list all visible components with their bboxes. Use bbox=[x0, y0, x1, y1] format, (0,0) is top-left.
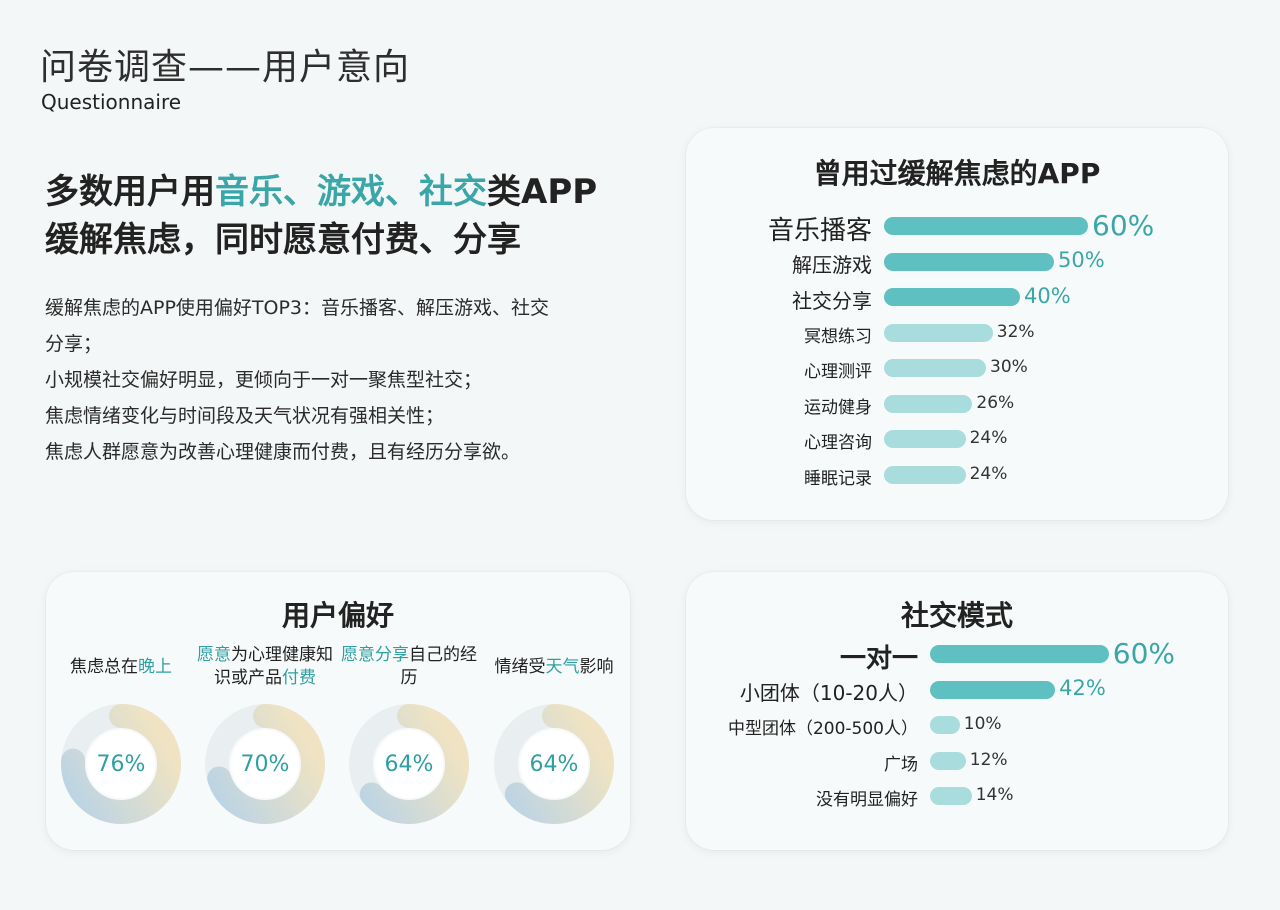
headline-text: 类APP bbox=[487, 172, 598, 212]
bar-value-label: 32% bbox=[996, 321, 1035, 342]
ring-center bbox=[375, 730, 443, 798]
bar-value-label: 26% bbox=[976, 392, 1015, 413]
bar-mark bbox=[884, 252, 1054, 271]
bar-mark bbox=[930, 645, 1109, 663]
preference-label-text: 情绪受 bbox=[494, 657, 546, 677]
summary-line: 缓解焦虑的APP使用偏好TOP3：音乐播客、解压游戏、社交 bbox=[45, 297, 550, 319]
bar-mark bbox=[930, 680, 1056, 699]
bar-category-label: 小团体（10-20人） bbox=[739, 681, 918, 706]
bar-category-label: 社交分享 bbox=[792, 288, 872, 313]
app-usage-card: 曾用过缓解焦虑的APP 音乐播客 60% 解压游戏 50% 社交分享 40% 冥想练习 32%… bbox=[686, 128, 1228, 520]
preference-label-highlight: 天气 bbox=[545, 657, 580, 677]
preference-ring: 64% bbox=[490, 700, 618, 828]
bar-value-label: 40% bbox=[1024, 283, 1071, 308]
bar-mark bbox=[884, 359, 986, 377]
bar-value-label: 24% bbox=[969, 428, 1008, 449]
headline-highlight: 音乐、游戏、社交 bbox=[215, 172, 487, 212]
preference-ring: 76% bbox=[57, 700, 185, 828]
bar-mark bbox=[930, 751, 966, 770]
headline-line-1: 多数用户用音乐、游戏、社交类APP bbox=[45, 168, 597, 216]
bar-category-label: 解压游戏 bbox=[792, 253, 872, 278]
summary-line: 焦虑人群愿意为改善心理健康而付费，且有经历分享欲。 bbox=[45, 441, 521, 463]
bar-mark bbox=[884, 288, 1020, 306]
bar-category-label: 运动健身 bbox=[804, 397, 872, 418]
bar-value-label: 50% bbox=[1058, 248, 1105, 273]
bar-category-label: 中型团体（200-500人） bbox=[727, 719, 918, 740]
summary-text: 缓解焦虑的APP使用偏好TOP3：音乐播客、解压游戏、社交 分享； 小规模社交偏… bbox=[45, 290, 645, 470]
ring-value-label: 76% bbox=[96, 751, 146, 777]
ring-value-arc bbox=[494, 704, 614, 824]
bar-category-label: 音乐播客 bbox=[767, 215, 872, 246]
preference-label: 情绪受天气影响 bbox=[479, 656, 629, 679]
ring-value-arc bbox=[349, 704, 469, 824]
social-mode-card: 社交模式 一对一 60% 小团体（10-20人） 42% 中型团体（200-500人） 1… bbox=[686, 572, 1228, 850]
bar-value-label: 42% bbox=[1059, 676, 1106, 701]
preference-ring-graphic bbox=[61, 704, 181, 824]
headline-line-2: 缓解焦虑，同时愿意付费、分享 bbox=[45, 220, 521, 260]
preference-ring-graphic bbox=[349, 704, 469, 824]
summary-line: 分享； bbox=[45, 333, 103, 355]
bar-value-label: 60% bbox=[1092, 208, 1155, 242]
bar-category-label: 一对一 bbox=[839, 643, 918, 674]
preference-label-text: 自己的经历 bbox=[400, 645, 478, 688]
page-subtitle: Questionnaire bbox=[41, 90, 182, 114]
preference-label-text: 为心理健康知识或产品 bbox=[214, 645, 333, 688]
headline: 多数用户用音乐、游戏、社交类APP 缓解焦虑，同时愿意付费、分享 bbox=[45, 168, 597, 264]
bar-mark bbox=[884, 430, 966, 448]
bar-value-label: 10% bbox=[963, 714, 1002, 735]
summary-line: 小规模社交偏好明显，更倾向于一对一聚焦型社交； bbox=[45, 369, 483, 391]
ring-value-arc bbox=[205, 704, 325, 824]
bar-mark bbox=[884, 394, 973, 413]
bar-mark bbox=[930, 787, 972, 805]
app-usage-title: 曾用过缓解焦虑的APP bbox=[813, 157, 1101, 190]
bar-category-label: 心理咨询 bbox=[804, 433, 872, 454]
preference-label-highlight: 付费 bbox=[282, 668, 316, 688]
preference-label-highlight: 愿意 bbox=[197, 645, 231, 665]
user-preference-title: 用户偏好 bbox=[281, 599, 394, 632]
social-mode-title: 社交模式 bbox=[900, 599, 1013, 632]
ring-value-label: 64% bbox=[384, 751, 434, 777]
bar-category-label: 广场 bbox=[884, 754, 918, 775]
preference-ring-graphic bbox=[494, 704, 614, 824]
ring-value-label: 70% bbox=[240, 751, 290, 777]
ring-center bbox=[87, 730, 155, 798]
bar-value-label: 14% bbox=[975, 785, 1014, 806]
preference-label-text: 焦虑总在 bbox=[70, 657, 138, 677]
preference-ring-graphic bbox=[205, 704, 325, 824]
bar-category-label: 没有明显偏好 bbox=[816, 790, 918, 811]
preference-label-highlight: 愿意分享 bbox=[341, 645, 409, 665]
preference-label-text: 影响 bbox=[579, 657, 614, 677]
bar-value-label: 12% bbox=[969, 749, 1008, 770]
preference-label-highlight: 晚上 bbox=[138, 657, 172, 677]
preference-ring: 64% bbox=[345, 700, 473, 828]
summary-line: 焦虑情绪变化与时间段及天气状况有强相关性； bbox=[45, 405, 445, 427]
preference-ring: 70% bbox=[201, 700, 329, 828]
bar-category-label: 冥想练习 bbox=[804, 326, 872, 347]
preference-label: 愿意分享自己的经历 bbox=[334, 644, 484, 690]
bar-value-label: 24% bbox=[969, 463, 1008, 484]
bar-mark bbox=[930, 716, 960, 734]
bar-category-label: 心理测评 bbox=[804, 362, 872, 383]
ring-value-arc bbox=[61, 704, 181, 824]
user-preference-card: 用户偏好 焦虑总在晚上 76% 愿意为心理健康知识或产品付费 70% 愿意分享自己的经历… bbox=[46, 572, 630, 850]
preference-label: 愿意为心理健康知识或产品付费 bbox=[190, 644, 340, 690]
preference-label: 焦虑总在晚上 bbox=[46, 656, 196, 679]
bar-value-label: 30% bbox=[990, 357, 1028, 378]
ring-center bbox=[231, 730, 299, 798]
page-title: 问卷调查——用户意向 bbox=[40, 47, 411, 88]
bar-mark bbox=[884, 323, 993, 342]
bar-mark bbox=[884, 217, 1088, 235]
headline-text: 多数用户用 bbox=[45, 172, 215, 212]
ring-value-label: 64% bbox=[529, 751, 579, 777]
bar-category-label: 睡眠记录 bbox=[804, 468, 872, 489]
ring-center bbox=[520, 730, 588, 798]
bar-mark bbox=[884, 465, 966, 484]
bar-value-label: 60% bbox=[1112, 636, 1176, 670]
